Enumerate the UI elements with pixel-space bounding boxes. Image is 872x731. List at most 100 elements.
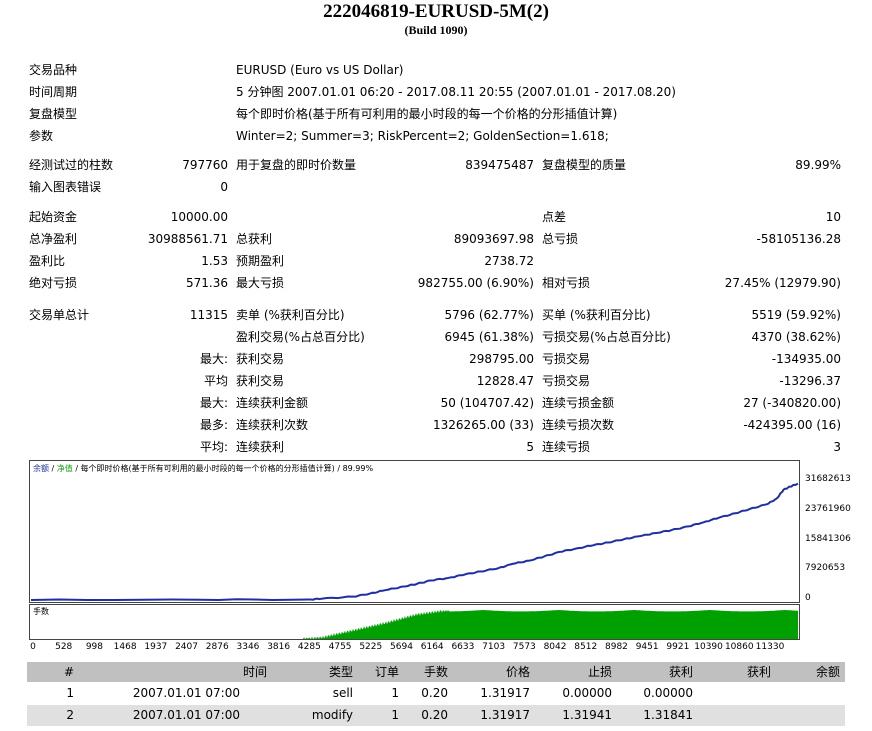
maximal-consecutive-loss-label: 连续亏损次数 — [542, 418, 615, 432]
x-tick-label: 1937 — [144, 642, 168, 652]
deposit-value: 10000.00 — [170, 210, 228, 224]
short-positions-label: 卖单 (%获利百分比) — [236, 308, 345, 322]
col-number: # — [63, 665, 74, 679]
profit-trades-label: 盈利交易(%占总百分比) — [236, 330, 365, 344]
params-value: Winter=2; Summer=3; RiskPercent=2; Golde… — [236, 129, 609, 143]
cell-time: 2007.01.01 07:00 — [132, 708, 240, 722]
cell-type: sell — [332, 686, 353, 700]
profit-factor-value: 1.53 — [201, 254, 228, 268]
y-tick-label: 31682613 — [805, 474, 851, 484]
relative-drawdown-label: 相对亏损 — [542, 276, 591, 290]
long-positions-label: 买单 (%获利百分比) — [542, 308, 651, 322]
y-tick-label: 0 — [805, 593, 811, 603]
loss-trades-label: 亏损交易(%占总百分比) — [542, 330, 671, 344]
expected-payoff-value: 2738.72 — [484, 254, 534, 268]
average-loss-label: 亏损交易 — [542, 374, 591, 388]
errors-value: 0 — [220, 180, 228, 194]
col-take-profit: 获利 — [668, 665, 693, 679]
cell-order: 1 — [391, 686, 399, 700]
largest-profit-label: 获利交易 — [236, 352, 285, 366]
total-trades-value: 11315 — [189, 308, 228, 322]
build-number: (Build 1090) — [404, 23, 468, 37]
max-consecutive-wins-label: 连续获利金额 — [236, 396, 309, 410]
maximal-consecutive-profit-label: 连续获利次数 — [236, 418, 309, 432]
cell-price: 1.31917 — [480, 708, 530, 722]
max-consecutive-losses-value: 27 (-340820.00) — [743, 396, 841, 410]
legend-description: / 每个即时价格(基于所有可利用的最小时段的每一个价格的分形插值计算) / 89… — [72, 464, 374, 473]
cell-take-profit: 1.31841 — [643, 708, 693, 722]
expected-payoff-label: 预期盈利 — [236, 254, 285, 268]
largest-loss-label: 亏损交易 — [542, 352, 591, 366]
model-label: 复盘模型 — [29, 107, 78, 121]
average-profit-label: 获利交易 — [236, 374, 285, 388]
x-tick-label: 10390 — [694, 642, 723, 652]
legend-equity: 净值 — [56, 464, 73, 473]
cell-lots: 0.20 — [421, 708, 448, 722]
params-label: 参数 — [29, 129, 54, 143]
spread-label: 点差 — [542, 210, 567, 224]
balance-line — [30, 482, 799, 602]
cell-take-profit: 0.00000 — [643, 686, 693, 700]
total-trades-label: 交易单总计 — [29, 308, 90, 322]
period-value: 5 分钟图 2007.01.01 06:20 - 2017.08.11 20:5… — [236, 85, 676, 99]
period-label: 时间周期 — [29, 85, 78, 99]
x-tick-label: 9921 — [666, 642, 690, 652]
spread-value: 10 — [825, 210, 841, 224]
avg-consecutive-losses-value: 3 — [833, 440, 841, 454]
absolute-drawdown-label: 绝对亏损 — [29, 276, 78, 290]
bars-value: 797760 — [182, 158, 228, 172]
legend-sep: / — [49, 464, 57, 473]
absolute-drawdown-value: 571.36 — [186, 276, 228, 290]
col-profit: 获利 — [746, 665, 771, 679]
max-drawdown-value: 982755.00 (6.90%) — [417, 276, 534, 290]
ticks-label: 用于复盘的即时价数量 — [236, 158, 357, 172]
avg-consecutive-wins-value: 5 — [526, 440, 534, 454]
x-tick-label: 6164 — [420, 642, 444, 652]
maximal-consecutive-loss-value: -424395.00 (16) — [743, 418, 841, 432]
model-value: 每个即时价格(基于所有可利用的最小时段的每一个价格的分形插值计算) — [236, 107, 618, 121]
cell-number: 2 — [66, 708, 74, 722]
x-tick-label: 2876 — [205, 642, 229, 652]
profit-trades-value: 6945 (61.38%) — [444, 330, 534, 344]
largest-profit-value: 298795.00 — [469, 352, 534, 366]
average-profit-value: 12828.47 — [476, 374, 534, 388]
relative-drawdown-value: 27.45% (12979.90) — [724, 276, 841, 290]
gross-profit-value: 89093697.98 — [453, 232, 534, 246]
col-price: 价格 — [505, 665, 530, 679]
net-profit-label: 总净盈利 — [29, 232, 78, 246]
x-tick-label: 3346 — [236, 642, 260, 652]
col-time: 时间 — [242, 665, 267, 679]
max-consecutive-wins-value: 50 (104707.42) — [440, 396, 534, 410]
largest-prefix: 最大: — [199, 352, 228, 366]
x-tick-label: 5694 — [390, 642, 413, 652]
cell-stop-loss: 1.31941 — [562, 708, 612, 722]
y-tick-label: 7920653 — [805, 563, 846, 574]
bars-label: 经测试过的柱数 — [29, 158, 114, 172]
short-positions-value: 5796 (62.77%) — [444, 308, 534, 322]
errors-label: 输入图表错误 — [29, 180, 102, 194]
loss-trades-value: 4370 (38.62%) — [751, 330, 841, 344]
table-row: 2 2007.01.01 07:00 modify 1 0.20 1.31917… — [27, 705, 845, 726]
cell-order: 1 — [391, 708, 399, 722]
x-tick-label: 3816 — [267, 642, 291, 652]
quality-label: 复盘模型的质量 — [542, 158, 627, 172]
balance-chart: 余额 / 净值 / 每个即时价格(基于所有可利用的最小时段的每一个价格的分形插值… — [29, 460, 800, 603]
gross-profit-label: 总获利 — [236, 232, 273, 246]
balance-chart-plot — [30, 482, 799, 602]
lots-chart-plot — [31, 610, 798, 639]
table-row: 1 2007.01.01 07:00 sell 1 0.20 1.31917 0… — [27, 683, 845, 704]
long-positions-value: 5519 (59.92%) — [751, 308, 841, 322]
legend-balance: 余额 — [33, 464, 49, 473]
trades-table-header: # 时间 类型 订单 手数 价格 止损 获利 获利 余额 — [27, 662, 845, 682]
col-stop-loss: 止损 — [587, 665, 612, 679]
col-balance: 余额 — [815, 665, 840, 679]
x-tick-label: 528 — [55, 642, 73, 652]
max-consecutive-losses-label: 连续亏损金额 — [542, 396, 615, 410]
lots-chart: 手数 — [29, 604, 800, 640]
x-tick-label: 10860 — [724, 642, 754, 652]
y-tick-label: 23761960 — [805, 503, 851, 514]
lots-label: 手数 — [33, 607, 49, 616]
x-tick-label: 6633 — [451, 642, 475, 652]
lots-area — [31, 610, 798, 639]
ticks-value: 839475487 — [465, 158, 534, 172]
